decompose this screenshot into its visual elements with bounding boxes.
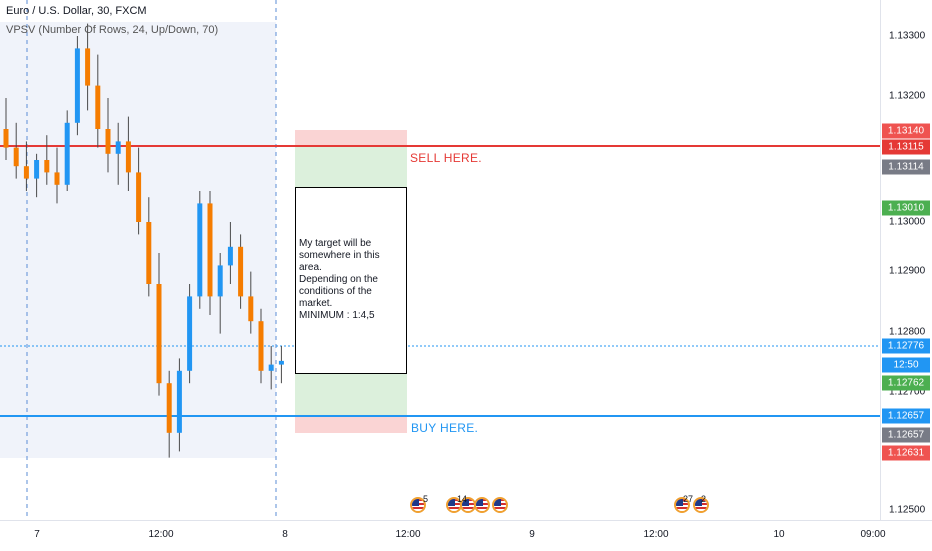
time-label: 12:00 — [148, 529, 174, 540]
candle-body — [258, 321, 264, 371]
target-note-box[interactable]: My target will be somewhere in this area… — [295, 187, 407, 374]
price-chart[interactable] — [0, 0, 880, 520]
candle-body — [95, 85, 101, 129]
candle-body — [176, 370, 182, 433]
us-flag-event-icon[interactable] — [674, 497, 690, 513]
long-loss-zone — [295, 416, 407, 433]
candle-body — [238, 246, 244, 297]
price-tick: 1.13300 — [889, 30, 926, 42]
price-tick: 1.13200 — [889, 90, 926, 102]
candle-body — [105, 129, 111, 154]
candle-body — [136, 172, 142, 222]
time-label: 10 — [773, 529, 785, 540]
price-tick: 1.12500 — [889, 504, 926, 516]
sell-label: SELL HERE. — [410, 151, 482, 165]
candle-body — [187, 296, 193, 371]
buy-label: BUY HERE. — [411, 421, 479, 435]
price-tag: 1.12762 — [882, 375, 930, 391]
candle-body — [217, 265, 223, 297]
time-label: 9 — [529, 529, 535, 540]
chart-pane[interactable]: Euro / U.S. Dollar, 30, FXCM VPSV (Numbe… — [0, 0, 880, 520]
candle-body — [13, 147, 19, 167]
price-tag: 1.12657 — [882, 427, 930, 443]
candle-body — [3, 129, 9, 148]
price-tag: 1.13140 — [882, 123, 930, 139]
us-flag-event-icon[interactable] — [492, 497, 508, 513]
candle-body — [207, 203, 213, 297]
candle-body — [248, 296, 254, 322]
candle-body — [156, 284, 162, 384]
event-count: 27 — [683, 494, 694, 504]
price-axis[interactable]: 1.13300 1.13200 1.13000 1.12900 1.12800 … — [880, 0, 932, 520]
time-label: 09:00 — [860, 529, 886, 540]
time-label: 12:00 — [643, 529, 669, 540]
price-tag: 1.13010 — [882, 200, 930, 216]
price-tick: 1.13000 — [889, 216, 926, 228]
session-shade — [0, 22, 276, 458]
target-note-text: My target will be somewhere in this area… — [299, 238, 380, 321]
candle-body — [278, 360, 284, 365]
event-count: 2 — [701, 494, 707, 504]
candle-body — [125, 141, 131, 173]
price-tag: 1.12657 — [882, 408, 930, 424]
price-tick: 1.12900 — [889, 265, 926, 277]
candle-body — [44, 160, 50, 173]
candle-body — [64, 122, 70, 185]
event-count: 5 — [423, 494, 429, 504]
symbol-legend[interactable]: Euro / U.S. Dollar, 30, FXCM — [6, 5, 147, 17]
candle-body — [115, 141, 121, 154]
indicator-legend[interactable]: VPSV (Number Of Rows, 24, Up/Down, 70) — [6, 24, 219, 36]
candle-body — [268, 364, 274, 371]
price-tag: 1.12776 — [882, 338, 930, 354]
candlestick-series — [3, 23, 284, 458]
candle-body — [34, 160, 40, 179]
short-loss-zone — [295, 130, 407, 146]
candle-body — [74, 48, 80, 123]
candle-body — [197, 203, 203, 297]
candle-body — [85, 48, 91, 86]
us-flag-event-icon[interactable] — [693, 497, 709, 513]
time-label: 12:00 — [395, 529, 421, 540]
event-count: 14 — [457, 494, 468, 504]
price-tag: 1.13114 — [882, 159, 930, 175]
price-tick: 1.12700 — [889, 386, 926, 398]
candle-body — [23, 166, 29, 179]
us-flag-event-icon[interactable] — [474, 497, 490, 513]
price-tag: 1.13115 — [882, 139, 930, 155]
time-label: 8 — [282, 529, 288, 540]
price-tick: 1.12800 — [889, 326, 926, 338]
candle-body — [227, 246, 233, 266]
price-tag: 12:50 — [882, 357, 930, 373]
us-flag-event-icon[interactable] — [410, 497, 426, 513]
time-axis[interactable]: 7 12:00 8 12:00 9 12:00 10 09:00 — [0, 520, 932, 551]
candle-body — [166, 383, 172, 433]
candle-body — [146, 222, 152, 284]
candle-body — [54, 172, 60, 185]
us-flag-event-icon[interactable] — [446, 497, 462, 513]
time-label: 7 — [34, 529, 40, 540]
price-tag: 1.12631 — [882, 445, 930, 461]
